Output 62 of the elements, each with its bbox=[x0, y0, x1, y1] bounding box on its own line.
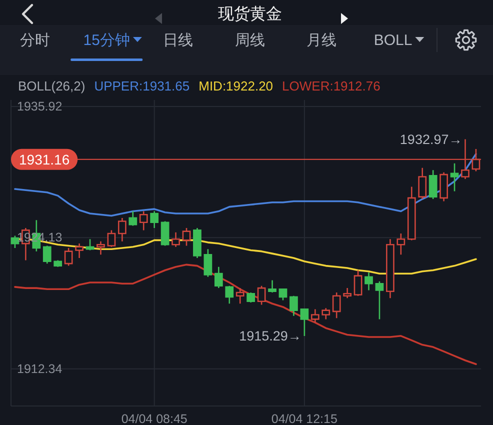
candlestick bbox=[96, 240, 105, 256]
candlestick bbox=[118, 217, 126, 242]
candlestick bbox=[386, 238, 394, 299]
candlestick bbox=[75, 242, 84, 259]
candlestick bbox=[42, 245, 52, 264]
candlestick bbox=[310, 308, 320, 324]
candlestick bbox=[461, 138, 470, 180]
candlestick bbox=[204, 248, 212, 278]
y-tick-label: 1935.92 bbox=[17, 99, 62, 114]
annotation: 1915.29→ bbox=[239, 328, 302, 344]
candlestick bbox=[86, 238, 94, 251]
candlestick bbox=[236, 287, 244, 304]
text: 周线 bbox=[234, 32, 265, 49]
candlestick bbox=[450, 162, 459, 192]
text: LOWER:1912.76 bbox=[282, 78, 380, 94]
candlestick bbox=[10, 235, 20, 249]
candlestick bbox=[268, 280, 276, 294]
chart-title: 现货黄金 bbox=[218, 5, 282, 23]
text: BOLL bbox=[374, 32, 412, 49]
candlestick bbox=[418, 167, 427, 200]
candlestick bbox=[300, 308, 309, 337]
legend-title: BOLL(26,2) bbox=[18, 78, 86, 94]
candlestick bbox=[160, 220, 170, 246]
text: 日线 bbox=[163, 32, 194, 49]
annotation: 1932.97→ bbox=[400, 132, 462, 147]
candlestick bbox=[246, 292, 256, 304]
candlestick bbox=[139, 210, 148, 231]
candlestick bbox=[214, 266, 223, 289]
candlestick bbox=[428, 169, 438, 200]
ref-line-label: 1931.16 bbox=[19, 151, 70, 168]
candlestick bbox=[322, 307, 330, 320]
candlestick bbox=[64, 247, 73, 266]
x-tick-label: 04/04 08:45 bbox=[121, 412, 188, 425]
candlestick bbox=[332, 292, 341, 319]
text: 分时 bbox=[20, 32, 50, 49]
candlestick bbox=[107, 230, 116, 248]
candlestick bbox=[343, 287, 352, 299]
candlestick bbox=[354, 270, 362, 296]
x-tick-label: 04/04 12:15 bbox=[271, 412, 338, 425]
line-series bbox=[14, 153, 477, 217]
candlestick bbox=[290, 295, 298, 317]
candlestick bbox=[54, 260, 62, 268]
text: 15分钟 bbox=[83, 32, 130, 49]
candlestick bbox=[172, 232, 180, 248]
line-series bbox=[14, 264, 477, 366]
candlestick bbox=[128, 210, 138, 226]
text: MID:1922.20 bbox=[198, 78, 274, 94]
candlestick bbox=[182, 227, 191, 246]
text: 月线 bbox=[306, 32, 336, 49]
candlestick bbox=[440, 172, 448, 202]
candlestick bbox=[150, 210, 159, 229]
candlestick bbox=[278, 288, 288, 301]
text: UPPER:1931.65 bbox=[94, 78, 190, 94]
candlestick bbox=[407, 186, 416, 241]
candlestick bbox=[193, 227, 202, 259]
candlestick bbox=[225, 285, 234, 304]
candlestick bbox=[375, 280, 384, 320]
candlestick bbox=[396, 232, 406, 256]
y-tick-label: 1912.34 bbox=[17, 362, 62, 376]
candlestick bbox=[364, 272, 373, 291]
candlestick bbox=[257, 285, 266, 306]
candlestick bbox=[472, 148, 480, 172]
